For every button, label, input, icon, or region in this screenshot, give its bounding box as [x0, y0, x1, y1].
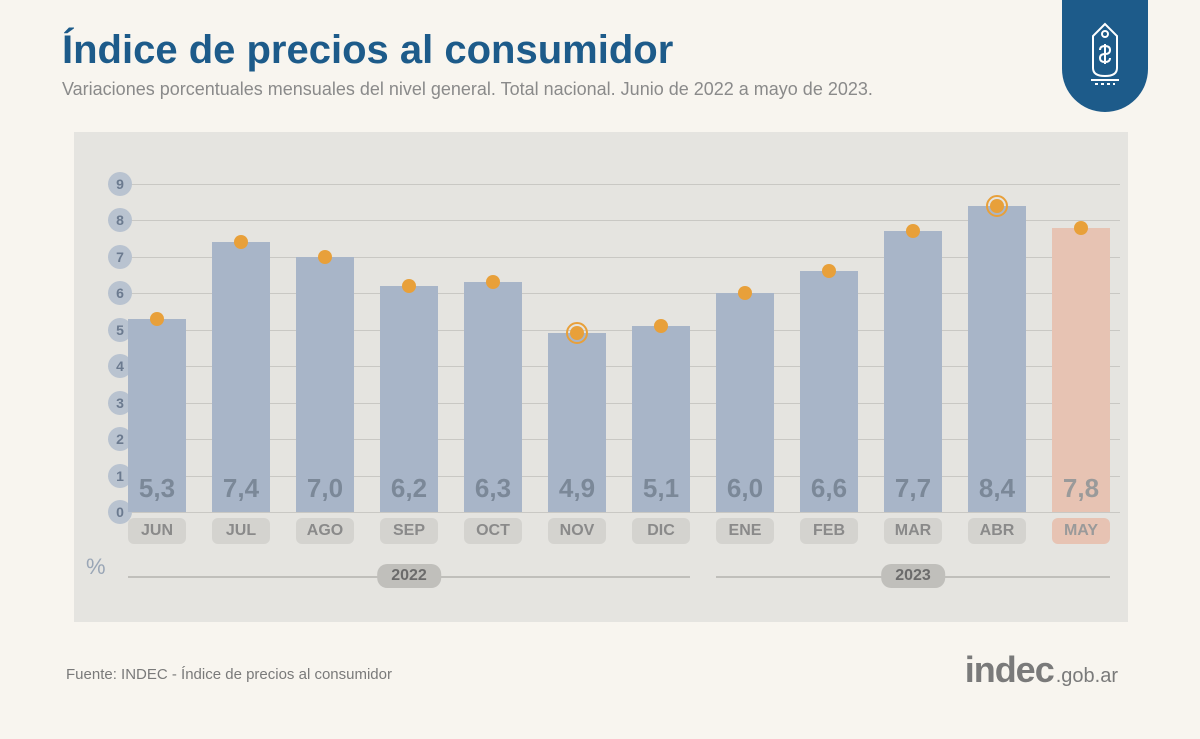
- x-tick-label: JUN: [128, 518, 186, 544]
- bar-value-label: 7,4: [212, 473, 270, 504]
- price-tag-icon: [1081, 20, 1129, 92]
- y-tick: 8: [108, 208, 132, 232]
- bar-value-label: 5,1: [632, 473, 690, 504]
- bar-value-label: 6,6: [800, 473, 858, 504]
- brand-main: indec: [965, 649, 1054, 691]
- gridline: [108, 184, 1120, 185]
- bar: 7,8: [1052, 228, 1110, 512]
- bar: 6,2: [380, 286, 438, 512]
- marker-dot-icon: [402, 279, 416, 293]
- bar: 4,9: [548, 333, 606, 512]
- gridline: [108, 512, 1120, 513]
- year-axis: 2022 2023: [108, 562, 1120, 592]
- bar-value-label: 4,9: [548, 473, 606, 504]
- bar-value-label: 8,4: [968, 473, 1026, 504]
- x-tick-label: AGO: [296, 518, 354, 544]
- x-tick-label: MAY: [1052, 518, 1110, 544]
- bar-value-label: 5,3: [128, 473, 186, 504]
- bar: 8,4: [968, 206, 1026, 512]
- bar-value-label: 6,2: [380, 473, 438, 504]
- marker-dot-icon: [570, 326, 584, 340]
- marker-dot-icon: [318, 250, 332, 264]
- bar: 5,3: [128, 319, 186, 512]
- page-subtitle: Variaciones porcentuales mensuales del n…: [62, 79, 1200, 100]
- x-tick-label: DIC: [632, 518, 690, 544]
- price-tag-badge: [1062, 0, 1148, 112]
- bar: 7,4: [212, 242, 270, 512]
- chart-plot-area: 01234567895,37,47,06,26,34,95,16,06,67,7…: [108, 184, 1120, 512]
- marker-dot-icon: [822, 264, 836, 278]
- bar-value-label: 6,0: [716, 473, 774, 504]
- y-tick: 9: [108, 172, 132, 196]
- marker-dot-icon: [1074, 221, 1088, 235]
- x-tick-label: FEB: [800, 518, 858, 544]
- bar-value-label: 7,7: [884, 473, 942, 504]
- x-tick-label: SEP: [380, 518, 438, 544]
- marker-dot-icon: [234, 235, 248, 249]
- bar-value-label: 7,8: [1052, 473, 1110, 504]
- y-tick: 7: [108, 245, 132, 269]
- bar: 7,0: [296, 257, 354, 512]
- x-tick-label: NOV: [548, 518, 606, 544]
- marker-dot-icon: [738, 286, 752, 300]
- y-tick: 6: [108, 281, 132, 305]
- year-label: 2023: [881, 564, 945, 588]
- x-tick-label: ABR: [968, 518, 1026, 544]
- year-label: 2022: [377, 564, 441, 588]
- x-tick-label: OCT: [464, 518, 522, 544]
- marker-dot-icon: [150, 312, 164, 326]
- brand-sub: .gob.ar: [1056, 665, 1118, 688]
- bar: 5,1: [632, 326, 690, 512]
- bar-value-label: 7,0: [296, 473, 354, 504]
- marker-dot-icon: [990, 199, 1004, 213]
- x-tick-label: MAR: [884, 518, 942, 544]
- bar: 6,6: [800, 271, 858, 512]
- header: Índice de precios al consumidor Variacio…: [0, 0, 1200, 100]
- x-axis-labels: JUN JUL AGO SEP OCT NOV DIC ENE FEB MAR ABR MAY: [108, 518, 1120, 546]
- marker-dot-icon: [906, 224, 920, 238]
- bar-value-label: 6,3: [464, 473, 522, 504]
- bar: 6,0: [716, 293, 774, 512]
- x-tick-label: JUL: [212, 518, 270, 544]
- bar: 7,7: [884, 231, 942, 512]
- source-footer: Fuente: INDEC - Índice de precios al con…: [66, 666, 392, 683]
- brand-logo: indec .gob.ar: [965, 649, 1118, 691]
- marker-dot-icon: [654, 319, 668, 333]
- y-axis-unit: %: [86, 554, 106, 580]
- x-tick-label: ENE: [716, 518, 774, 544]
- page-title: Índice de precios al consumidor: [62, 28, 1200, 73]
- bar: 6,3: [464, 282, 522, 512]
- marker-dot-icon: [486, 275, 500, 289]
- chart-panel: 01234567895,37,47,06,26,34,95,16,06,67,7…: [74, 132, 1128, 622]
